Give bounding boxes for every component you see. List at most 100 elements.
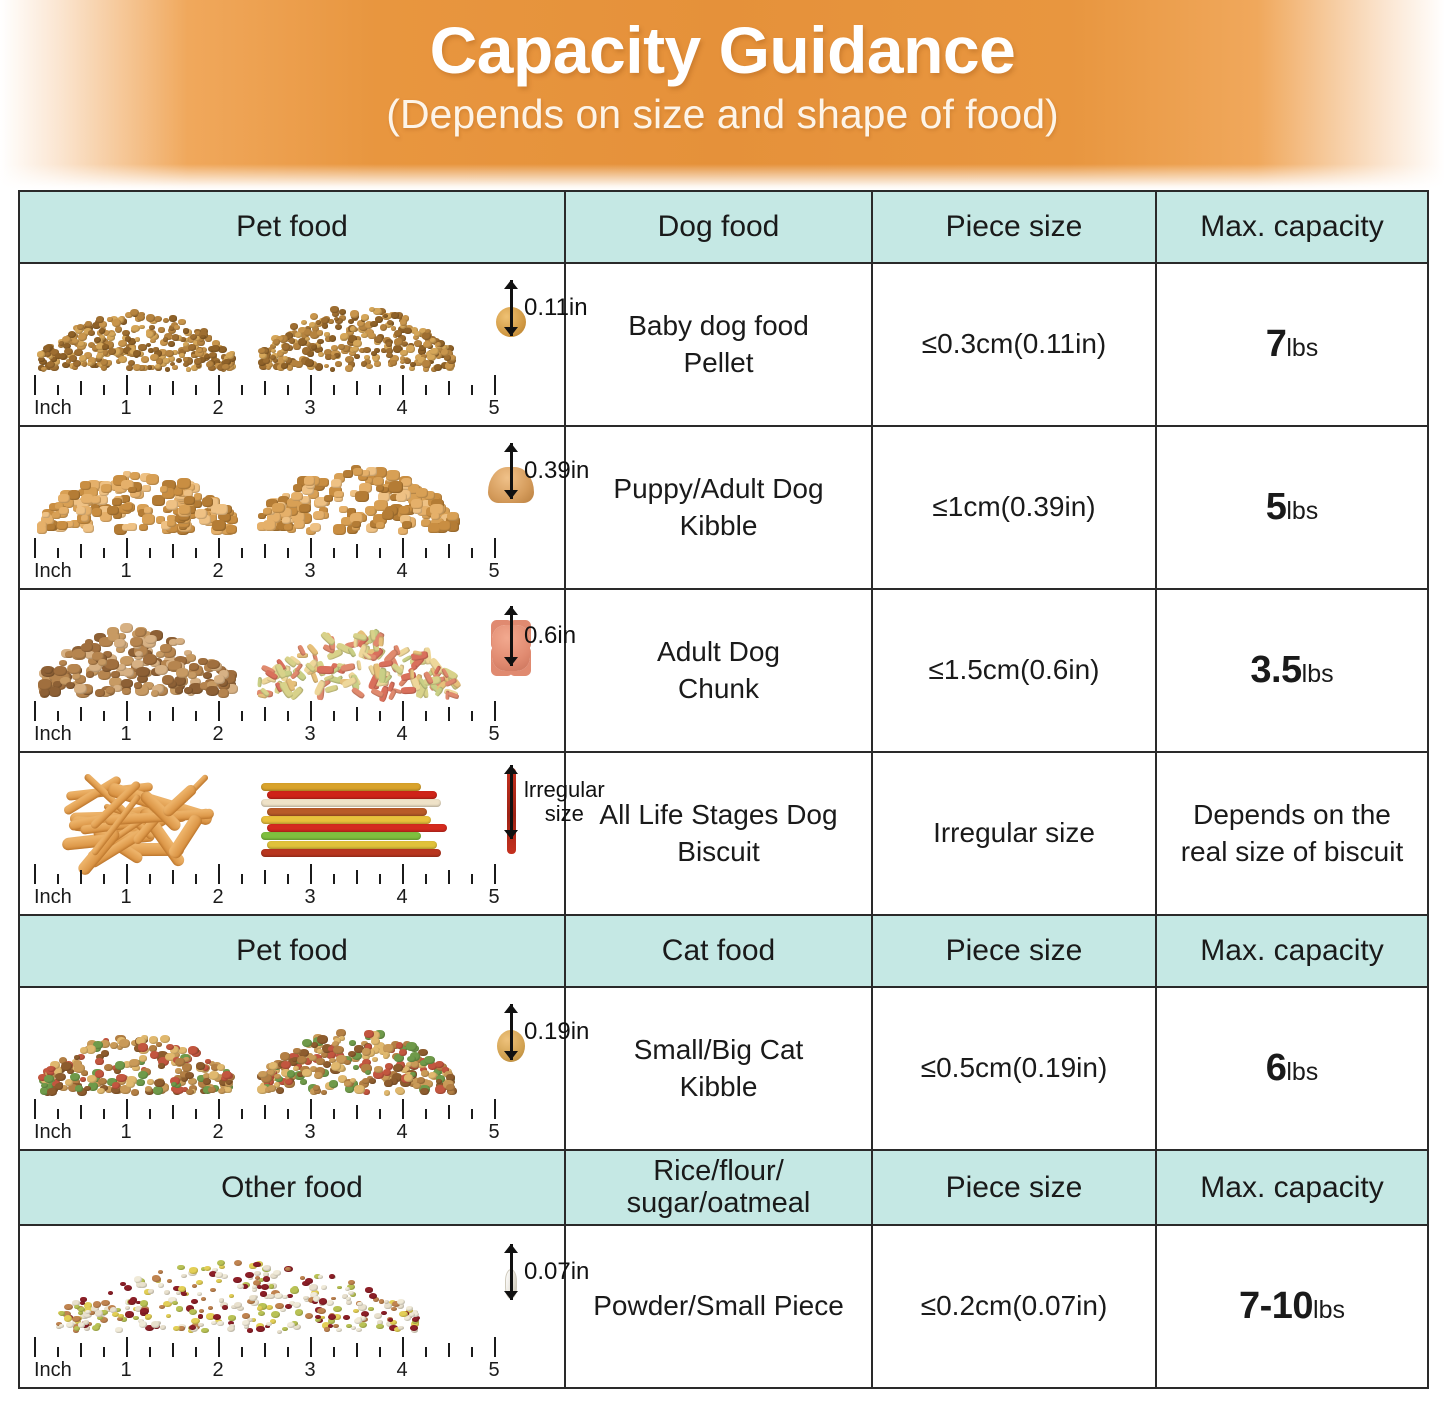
sample-pile-left	[34, 598, 240, 698]
ruler-tick	[264, 1342, 266, 1357]
ruler-mark: 5	[488, 560, 500, 582]
ruler-tick	[425, 1109, 427, 1119]
ruler-tick	[126, 864, 128, 884]
ruler-tick	[241, 874, 243, 884]
ruler-tick	[471, 1346, 473, 1357]
ruler-tick	[494, 864, 496, 884]
ruler-tick	[218, 701, 220, 721]
measure-label: lrregular size	[524, 777, 605, 826]
ruler-tick	[241, 1346, 243, 1357]
food-pile-image	[38, 623, 238, 698]
jerky-pile-image	[52, 772, 222, 878]
table-row: 0.6in Inch 1 2 3 4 5 Adult Dog Chunk ≤1.5cm(0.6in…	[18, 588, 1429, 753]
ruler-tick	[218, 864, 220, 884]
ruler-mark: 2	[212, 723, 224, 745]
piece-size-cell: ≤0.2cm(0.07in)	[871, 1223, 1157, 1389]
ruler-unit-label: Inch	[34, 723, 72, 745]
ruler-tick	[57, 874, 59, 884]
ruler-tick	[126, 375, 128, 395]
ruler-tick	[264, 707, 266, 721]
ruler-tick	[471, 385, 473, 395]
ruler-tick	[126, 1336, 128, 1357]
food-type-cell: Adult Dog Chunk	[564, 588, 873, 753]
ruler-tick	[402, 538, 404, 558]
ruler-tick	[310, 1336, 312, 1357]
capacity-number: 6	[1265, 1047, 1287, 1090]
ruler-tick	[333, 874, 335, 884]
ruler-tick	[241, 548, 243, 558]
ruler-tick	[172, 544, 174, 558]
food-sample-images	[20, 761, 564, 878]
ruler-ticks	[34, 1335, 496, 1357]
ruler-mark: 3	[304, 1121, 316, 1143]
header-cell-1: Pet food	[18, 914, 566, 988]
ruler-tick	[264, 544, 266, 558]
sample-pile-left	[34, 996, 240, 1096]
ruler-tick	[126, 1099, 128, 1119]
ruler-tick	[172, 707, 174, 721]
ruler-labels: Inch 1 2 3 4 5	[34, 395, 500, 419]
food-pile-image	[37, 471, 238, 535]
ruler-mark: 4	[396, 1358, 408, 1381]
ruler-tick	[287, 711, 289, 721]
ruler-tick	[241, 711, 243, 721]
sample-pile-left	[34, 761, 240, 878]
ruler-tick	[356, 381, 358, 395]
ruler-ticks	[34, 862, 496, 884]
ruler-tick	[448, 544, 450, 558]
sample-pile-right	[254, 598, 463, 703]
food-sample-images	[20, 1234, 564, 1334]
ruler-tick	[103, 1346, 105, 1357]
ruler-tick	[57, 385, 59, 395]
ruler-tick	[218, 1099, 220, 1119]
ruler-tick	[34, 701, 36, 721]
ruler-tick	[471, 1109, 473, 1119]
ruler-mark: 2	[212, 1358, 224, 1381]
measure-label: 0.19in	[524, 1018, 590, 1046]
ruler-tick	[310, 538, 312, 558]
ruler-tick	[57, 1346, 59, 1357]
ruler-tick	[356, 1342, 358, 1357]
ruler-tick	[149, 711, 151, 721]
ruler-tick	[57, 711, 59, 721]
header-cell-2: Dog food	[564, 190, 873, 264]
max-capacity-cell: 7-10lbs	[1155, 1223, 1429, 1389]
ruler-unit-label: Inch	[34, 1121, 72, 1143]
food-type-cell: Puppy/Adult Dog Kibble	[564, 425, 873, 590]
inch-ruler: Inch 1 2 3 4 5	[34, 862, 500, 908]
ruler-tick	[287, 548, 289, 558]
sample-pile-right	[254, 761, 460, 861]
ruler-tick	[195, 385, 197, 395]
ruler-mark: 4	[396, 886, 408, 908]
ruler-tick	[218, 538, 220, 558]
max-capacity-cell: 7lbs	[1155, 262, 1429, 427]
ruler-tick	[172, 1105, 174, 1119]
ruler-unit-label: Inch	[34, 560, 72, 582]
ruler-tick	[287, 1346, 289, 1357]
ruler-tick	[103, 548, 105, 558]
ruler-labels: Inch 1 2 3 4 5	[34, 1119, 500, 1143]
ruler-tick	[402, 701, 404, 721]
inch-ruler: Inch 1 2 3 4 5	[34, 373, 500, 419]
ruler-tick	[333, 711, 335, 721]
ruler-tick	[103, 1109, 105, 1119]
piece-size-cell: ≤1cm(0.39in)	[871, 425, 1157, 590]
sample-pile-left	[34, 435, 240, 535]
ruler-unit-label: Inch	[34, 1358, 72, 1381]
inch-ruler: Inch 1 2 3 4 5	[34, 1097, 500, 1143]
food-sample-images	[20, 272, 564, 372]
ruler-labels: Inch 1 2 3 4 5	[34, 1357, 500, 1381]
piece-size-cell: ≤0.3cm(0.11in)	[871, 262, 1157, 427]
ruler-tick	[494, 701, 496, 721]
capacity-unit: lbs	[1313, 1296, 1346, 1325]
chew-sticks-image	[259, 781, 455, 861]
page-subtitle: (Depends on size and shape of food)	[386, 90, 1059, 137]
ruler-tick	[126, 538, 128, 558]
size-measurement-indicator: 0.07in	[504, 1243, 589, 1300]
header-cell-2: Rice/flour/sugar/oatmeal	[564, 1149, 873, 1226]
measure-ibeam-icon	[504, 765, 518, 839]
ruler-tick	[356, 707, 358, 721]
ruler-tick	[379, 711, 381, 721]
ruler-tick	[379, 385, 381, 395]
ruler-mark: 2	[212, 886, 224, 908]
